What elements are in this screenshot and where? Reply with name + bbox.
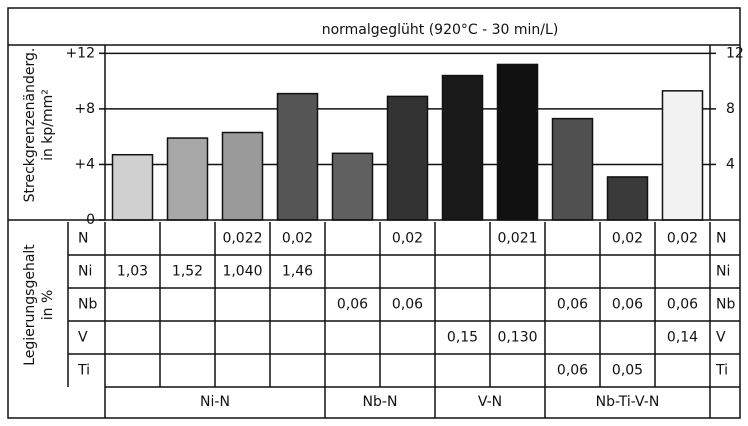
frame — [7, 7, 741, 419]
bar — [496, 63, 539, 221]
row-label: N — [78, 231, 88, 247]
y2-tick-label: 8 — [726, 101, 735, 117]
table-cell: 0,06 — [337, 297, 368, 313]
bar — [606, 176, 649, 221]
bar — [331, 152, 374, 221]
bar — [221, 131, 264, 221]
table-cell: 1,52 — [172, 264, 203, 280]
bar — [551, 117, 594, 221]
row-label: Ti — [77, 363, 90, 379]
table-cell: 0,14 — [667, 330, 698, 346]
row-label: V — [78, 330, 88, 346]
table-cell: 0,06 — [557, 297, 588, 313]
y2-tick-label: 12 — [726, 45, 744, 61]
table-cell: 0,06 — [612, 297, 643, 313]
row-label: Nb — [716, 297, 735, 313]
table-cell: 0,130 — [497, 330, 537, 346]
group-label: Nb-Ti-V-N — [596, 394, 660, 410]
y-tick-label: +12 — [65, 45, 95, 61]
y-tick-label: +8 — [74, 101, 95, 117]
y2-tick-label: 4 — [726, 156, 735, 172]
row-label: Ni — [78, 264, 92, 280]
table-cell: 0,02 — [392, 231, 423, 247]
y-axis-label: Streckgrenzenänderg. — [22, 48, 38, 203]
table-cell: 0,06 — [667, 297, 698, 313]
y-axis-label: in kp/mm² — [40, 89, 56, 161]
table-cell: 0,02 — [282, 231, 313, 247]
table-label: in % — [40, 290, 56, 321]
table-cell: 0,05 — [612, 363, 643, 379]
group-label: V-N — [478, 394, 502, 410]
table-cell: 0,021 — [497, 231, 537, 247]
row-label: Ti — [715, 363, 728, 379]
row-label: N — [716, 231, 726, 247]
table-cell: 0,06 — [557, 363, 588, 379]
group-label: Ni-N — [200, 394, 230, 410]
group-label: Nb-N — [363, 394, 398, 410]
bar — [441, 74, 484, 221]
bar — [386, 95, 429, 221]
bar — [661, 90, 704, 221]
table-label: Legierungsgehalt — [22, 244, 38, 366]
table-cell: 1,46 — [282, 264, 313, 280]
row-label: Ni — [716, 264, 730, 280]
table-cell: 0,06 — [392, 297, 423, 313]
bar — [111, 153, 154, 221]
table-cell: 0,022 — [222, 231, 262, 247]
bar — [276, 92, 319, 221]
table-cell: 1,040 — [222, 264, 262, 280]
table-cell: 0,15 — [447, 330, 478, 346]
table-cell: 1,03 — [117, 264, 148, 280]
table-cell: 0,02 — [667, 231, 698, 247]
bar — [166, 137, 209, 221]
chart-title: normalgeglüht (920°C - 30 min/L) — [322, 22, 559, 38]
row-label: V — [716, 330, 726, 346]
y-tick-label: +4 — [74, 156, 95, 172]
table-cell: 0,02 — [612, 231, 643, 247]
row-label: Nb — [78, 297, 97, 313]
